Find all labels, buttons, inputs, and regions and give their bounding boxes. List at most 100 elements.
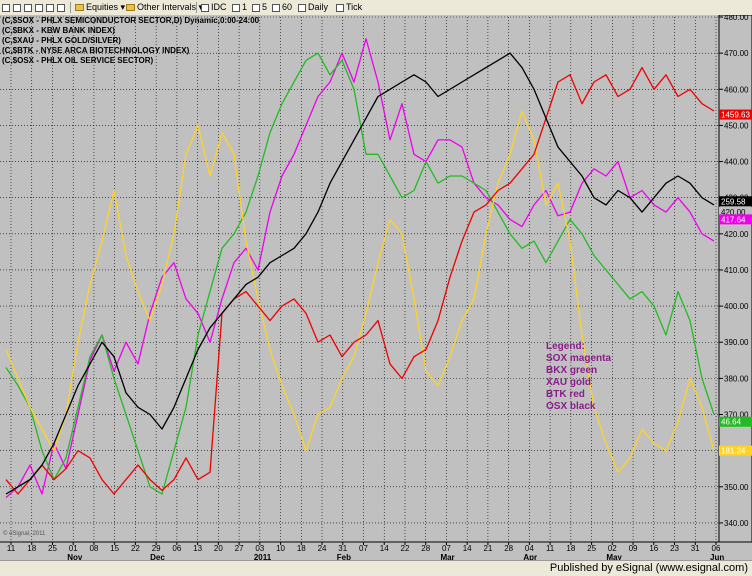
x-tick-label: 15 <box>110 544 119 553</box>
y-tick-label: 470.00 <box>724 49 749 58</box>
month-label: Jun <box>710 553 724 560</box>
gridlines <box>0 16 718 541</box>
x-tick-label: 18 <box>566 544 575 553</box>
chevron-down-icon: ▾ <box>120 2 126 12</box>
x-tick-label: 22 <box>401 544 410 553</box>
x-tick-label: 18 <box>297 544 306 553</box>
interval-daily-label: Daily <box>308 2 329 12</box>
x-tick-label: 29 <box>152 544 161 553</box>
header-line: (C,$SOX - PHLX SEMICONDUCTOR SECTOR,D) D… <box>2 16 260 25</box>
x-tick-label: 25 <box>48 544 57 553</box>
price-label-text: 259.58 <box>721 197 746 206</box>
y-tick-label: 380.00 <box>724 374 749 383</box>
y-tick-label: 350.00 <box>724 483 749 492</box>
month-label: 2011 <box>254 553 272 560</box>
folder-icon <box>126 4 135 12</box>
x-tick-label: 14 <box>463 544 472 553</box>
x-tick-label: 06 <box>172 544 181 553</box>
price-label-box <box>719 207 752 218</box>
legend-entry: SOX magenta <box>546 353 611 364</box>
interval-1-label: 1 <box>242 2 248 12</box>
x-tick-label: 09 <box>629 544 638 553</box>
series-line-bkx <box>5 52 715 495</box>
folder-icon <box>75 4 84 12</box>
series-line-xau <box>5 110 715 473</box>
x-tick-label: 24 <box>318 544 327 553</box>
y-tick-label: 460.00 <box>724 85 749 94</box>
toolbar: Equities ▾ Other Intervals ▾ IDC 1 5 60 … <box>0 0 752 16</box>
zoom-in-icon[interactable] <box>2 2 12 13</box>
x-tick-label: 20 <box>214 544 223 553</box>
y-tick-label: 410.00 <box>724 266 749 275</box>
interval-60-button[interactable]: 60 <box>272 2 292 13</box>
series-line-osx <box>5 52 715 495</box>
legend-entry: BKX green <box>546 365 597 376</box>
y-tick-label: 480.00 <box>724 15 749 22</box>
crosshair-icon[interactable] <box>35 2 45 13</box>
y-tick-label: 390.00 <box>724 338 749 347</box>
interval-5-button[interactable]: 5 <box>252 2 267 13</box>
y-tick-label: 450.00 <box>724 121 749 130</box>
interval-idc-label: IDC <box>211 2 227 12</box>
price-label-text: 420.00 <box>721 208 746 217</box>
x-tick-label: 02 <box>608 544 617 553</box>
cursor-icon[interactable] <box>24 2 34 13</box>
series-line-btk <box>5 66 715 495</box>
y-tick-label: 440.00 <box>724 158 749 167</box>
series-group <box>5 38 715 499</box>
series-line-sox <box>5 38 715 499</box>
x-tick-label: 04 <box>525 544 534 553</box>
price-label-box <box>719 416 752 427</box>
x-tick-label: 08 <box>89 544 98 553</box>
interval-idc-button[interactable]: IDC <box>201 2 227 13</box>
x-tick-label: 28 <box>421 544 430 553</box>
price-label-box <box>719 196 752 207</box>
month-label: May <box>606 553 622 560</box>
x-tick-label: 25 <box>587 544 596 553</box>
other-intervals-menu[interactable]: Other Intervals ▾ <box>126 2 203 13</box>
legend-title: Legend: <box>546 341 585 352</box>
y-tick-label: 340.00 <box>724 519 749 528</box>
interval-daily-button[interactable]: Daily <box>298 2 328 13</box>
legend-entry: XAU gold <box>546 377 591 388</box>
x-tick-label: 16 <box>649 544 658 553</box>
x-tick-label: 21 <box>483 544 492 553</box>
price-label-box <box>719 445 752 456</box>
plot-background <box>0 15 752 560</box>
footer-credit: Published by eSignal (www.esignal.com) <box>549 562 748 574</box>
price-label-text: 181.24 <box>721 447 746 456</box>
zoom-out-icon[interactable] <box>13 2 23 13</box>
chevron-down-icon: ▾ <box>199 2 204 12</box>
y-tick-label: 370.00 <box>724 411 749 420</box>
footer-bar: Published by eSignal (www.esignal.com) <box>0 560 752 576</box>
x-tick-label: 10 <box>276 544 285 553</box>
interval-tick-button[interactable]: Tick <box>336 2 362 13</box>
price-label-box <box>719 109 752 120</box>
bar-chart-icon[interactable] <box>46 2 56 13</box>
equities-menu[interactable]: Equities ▾ <box>75 2 125 13</box>
header-line: (C,$OSX - PHLX OIL SERVICE SECTOR) <box>2 56 153 65</box>
interval-5-label: 5 <box>262 2 268 12</box>
header-line: (C,$XAU - PHLX GOLD/SILVER) <box>2 36 121 45</box>
month-label: Apr <box>523 553 537 560</box>
legend-entry: BTK red <box>546 389 585 400</box>
watermark: © eSignal, 2011 <box>3 530 46 537</box>
month-label: Feb <box>337 553 351 560</box>
chart: 340.00350.00360.00370.00380.00390.00400.… <box>0 15 752 560</box>
x-tick-label: 28 <box>504 544 513 553</box>
x-tick-label: 07 <box>359 544 368 553</box>
x-tick-label: 18 <box>27 544 36 553</box>
price-label-box <box>719 214 752 225</box>
line-chart-icon[interactable] <box>57 2 67 13</box>
x-tick-label: 31 <box>691 544 700 553</box>
equities-label: Equities <box>86 2 119 12</box>
x-tick-label: 13 <box>193 544 202 553</box>
price-label-text: 46.64 <box>721 418 742 427</box>
interval-1-button[interactable]: 1 <box>232 2 247 13</box>
x-axis-ticks: 11 18 25 01 08 15 22 29 06 13 20 27 03 10 18 24 31 07 14 22… <box>7 542 724 560</box>
x-tick-label: 22 <box>131 544 140 553</box>
x-tick-label: 14 <box>380 544 389 553</box>
chart-header: (C,$SOX - PHLX SEMICONDUCTOR SECTOR,D) D… <box>2 16 260 65</box>
